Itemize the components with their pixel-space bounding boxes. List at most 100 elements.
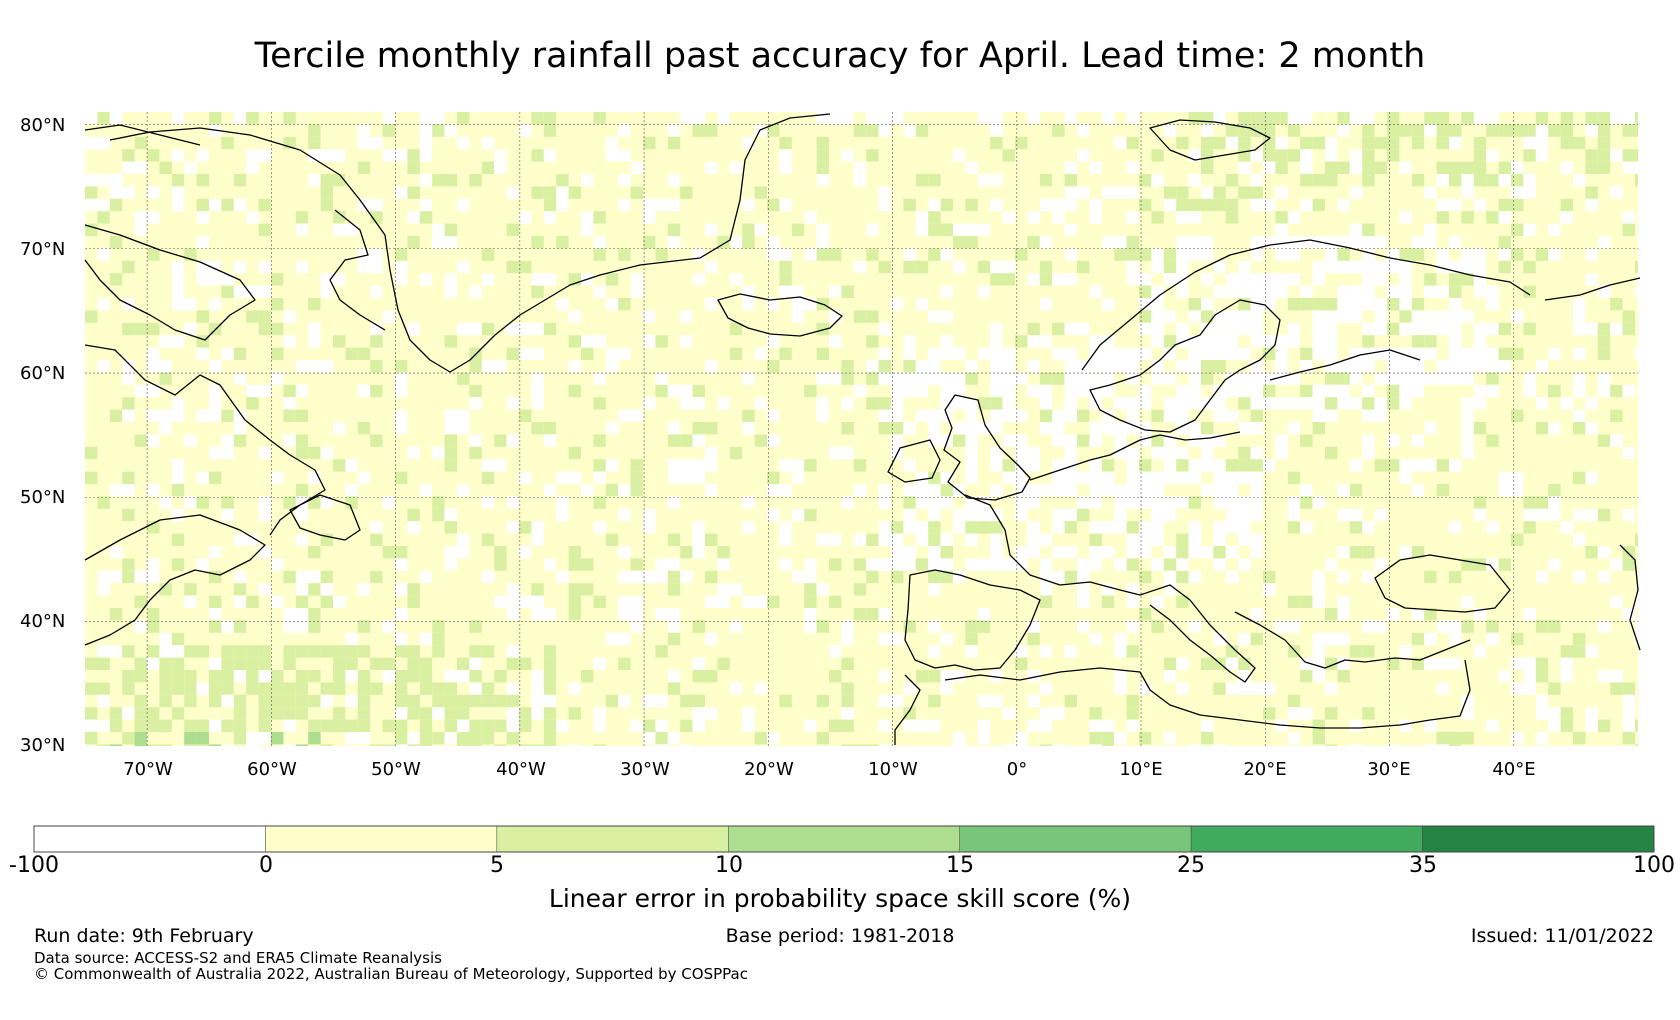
skill-cell [1188,347,1201,360]
skill-cell [97,682,110,695]
skill-cell [1151,533,1164,546]
skill-cell [729,620,743,633]
skill-cell [1015,546,1028,559]
skill-cell [1126,558,1139,571]
skill-cell [258,198,271,212]
skill-cell [1139,484,1152,497]
skill-cell [271,558,284,571]
skill-cell [1436,211,1449,224]
skill-cell [407,595,420,608]
skill-cell [1560,397,1573,410]
skill-cell [1325,632,1338,646]
skill-cell [1002,211,1015,224]
skill-cell [308,298,321,311]
skill-cell [1362,397,1375,410]
skill-cell [878,694,891,708]
skill-cell [1511,409,1524,422]
skill-cell [816,583,829,596]
skill-cell [1337,595,1350,608]
skill-cell [1225,508,1239,522]
skill-cell [903,558,916,571]
skill-cell [1126,620,1139,633]
skill-cell [1163,248,1177,261]
skill-cell [779,521,792,534]
skill-cell [1312,322,1325,336]
colorbar-label: Linear error in probability space skill … [548,884,1132,913]
skill-cell [1064,508,1077,522]
skill-cell [209,595,222,608]
skill-cell [147,484,160,497]
skill-cell [1461,409,1474,422]
skill-cell [1163,558,1177,571]
skill-cell [1188,434,1201,447]
skill-cell [841,694,854,708]
skill-cell [109,409,123,422]
skill-cell [209,682,222,695]
skill-cell [940,570,953,584]
skill-cell [1399,384,1412,398]
skill-cell [767,508,780,522]
skill-cell [233,422,247,435]
skill-cell [1461,595,1474,608]
skill-cell [1077,471,1090,484]
skill-cell [543,149,557,162]
skill-cell [147,322,160,336]
skill-cell [1238,112,1251,125]
skill-cell [556,236,569,249]
skill-cell [581,583,594,596]
skill-cell [1523,174,1536,187]
skill-cell [1411,632,1425,646]
skill-cell [481,248,495,261]
skill-cell [1201,360,1214,373]
skill-cell [953,260,966,274]
skill-cell [519,595,532,608]
skill-cell [593,285,606,298]
skill-cell [519,211,532,224]
skill-cell [841,285,854,298]
skill-cell [1039,409,1053,422]
skill-cell [1176,459,1189,472]
skill-cell [1461,248,1474,261]
skill-cell [1449,198,1462,212]
skill-cell [159,422,172,435]
skill-cell [556,570,569,584]
skill-cell [519,124,532,137]
skill-cell [543,198,557,212]
skill-cell [717,583,730,596]
skill-cell [531,670,544,683]
skill-cell [829,446,842,460]
skill-cell [1374,620,1387,633]
skill-cell [878,670,891,683]
skill-cell [1535,570,1549,584]
skill-cell [1250,273,1263,286]
skill-cell [977,508,991,522]
skill-cell [1077,620,1090,633]
skill-cell [915,124,929,137]
skill-cell [196,558,209,571]
skill-cell [866,223,879,236]
skill-cell [1201,372,1214,385]
skill-cell [159,694,172,708]
skill-cell [1250,471,1263,484]
skill-cell [1424,285,1437,298]
skill-cell [543,558,557,571]
skill-cell [1325,161,1338,174]
skill-cell [1436,360,1449,373]
skill-cell [1176,657,1189,670]
skill-cell [221,409,234,422]
skill-cell [1213,285,1226,298]
skill-cell [1362,322,1375,336]
skill-cell [1052,372,1065,385]
skill-cell [1312,174,1325,187]
colorbar-bin [728,825,960,853]
skill-cell [1126,273,1139,286]
skill-cell [1250,409,1263,422]
skill-cell [568,546,581,559]
skill-cell [990,521,1003,534]
skill-cell [1374,273,1387,286]
skill-cell [1349,186,1363,199]
skill-cell [1151,409,1164,422]
skill-cell [1399,211,1412,224]
skill-cell [444,546,457,559]
skill-cell [1139,285,1152,298]
